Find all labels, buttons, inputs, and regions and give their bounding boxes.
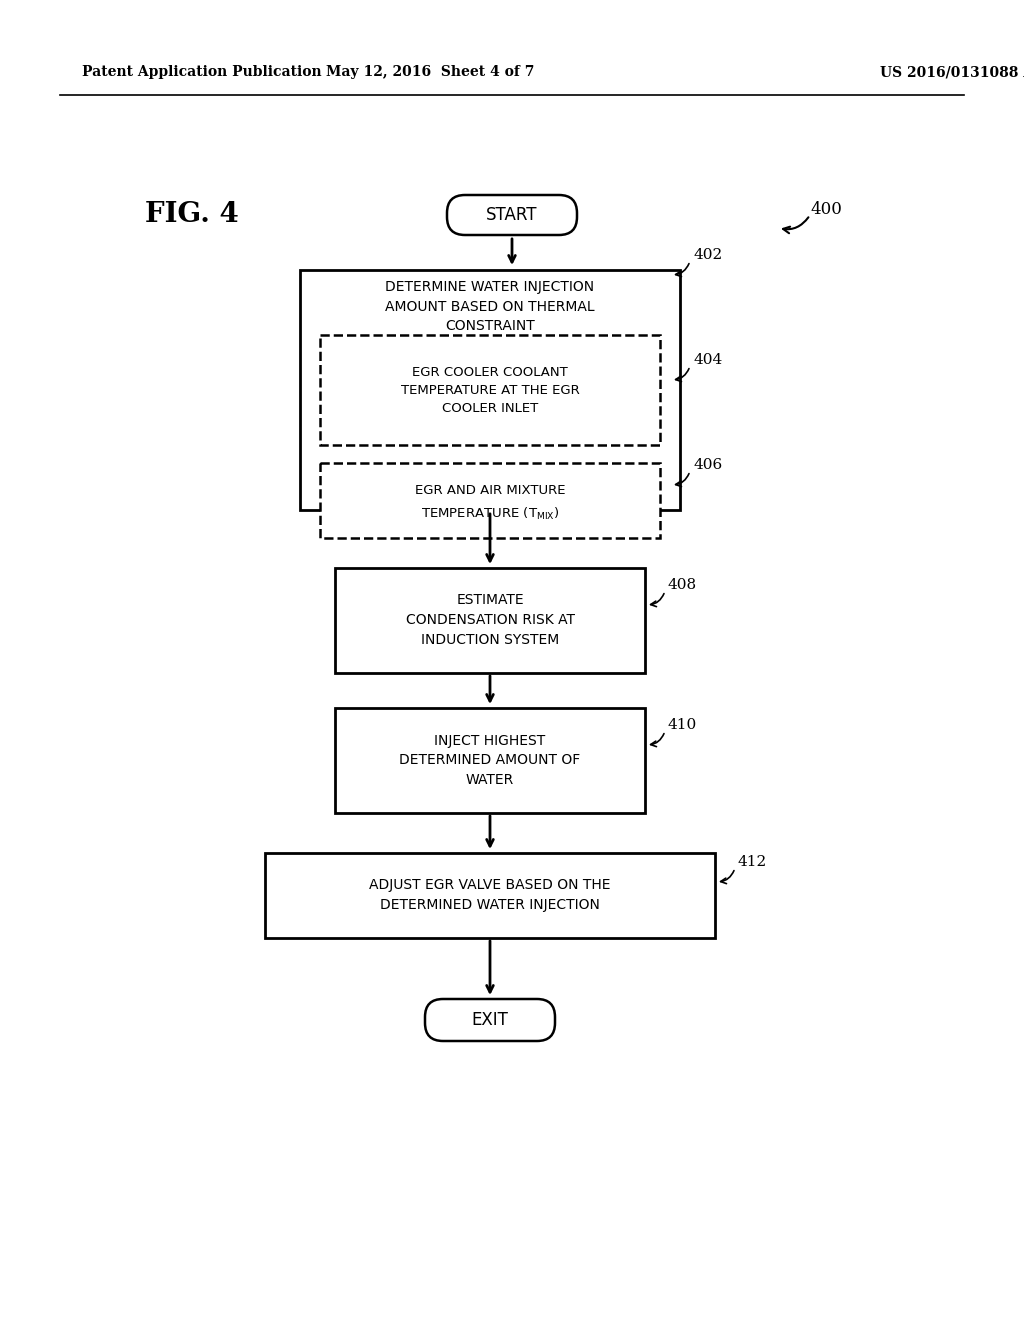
FancyArrowPatch shape (676, 264, 689, 277)
Text: DETERMINE WATER INJECTION
AMOUNT BASED ON THERMAL
CONSTRAINT: DETERMINE WATER INJECTION AMOUNT BASED O… (385, 281, 595, 334)
Bar (319, 462, 660, 537)
Text: 412: 412 (738, 855, 767, 869)
FancyArrowPatch shape (650, 734, 664, 747)
Bar (300, 271, 680, 510)
Text: START: START (486, 206, 538, 224)
Text: EGR COOLER COOLANT
TEMPERATURE AT THE EGR
COOLER INLET: EGR COOLER COOLANT TEMPERATURE AT THE EG… (400, 366, 580, 414)
Text: US 2016/0131088 A1: US 2016/0131088 A1 (880, 65, 1024, 79)
Text: 402: 402 (693, 248, 722, 261)
FancyArrowPatch shape (486, 676, 494, 701)
Text: EXIT: EXIT (472, 1011, 509, 1030)
Text: FIG. 4: FIG. 4 (145, 202, 239, 228)
Text: INJECT HIGHEST
DETERMINED AMOUNT OF
WATER: INJECT HIGHEST DETERMINED AMOUNT OF WATE… (399, 734, 581, 787)
Bar (319, 335, 660, 445)
Text: May 12, 2016  Sheet 4 of 7: May 12, 2016 Sheet 4 of 7 (326, 65, 535, 79)
Text: 408: 408 (668, 578, 697, 591)
FancyArrowPatch shape (486, 816, 494, 846)
FancyArrowPatch shape (783, 218, 808, 234)
Text: 410: 410 (668, 718, 697, 733)
FancyBboxPatch shape (425, 999, 555, 1041)
FancyArrowPatch shape (486, 941, 494, 993)
Text: ESTIMATE
CONDENSATION RISK AT
INDUCTION SYSTEM: ESTIMATE CONDENSATION RISK AT INDUCTION … (406, 594, 574, 647)
Text: ADJUST EGR VALVE BASED ON THE
DETERMINED WATER INJECTION: ADJUST EGR VALVE BASED ON THE DETERMINED… (370, 878, 610, 912)
FancyArrowPatch shape (721, 871, 734, 883)
Text: 404: 404 (693, 352, 722, 367)
Bar (335, 568, 645, 672)
FancyArrowPatch shape (650, 594, 664, 607)
FancyBboxPatch shape (447, 195, 577, 235)
Text: 400: 400 (810, 202, 842, 219)
Text: EGR AND AIR MIXTURE: EGR AND AIR MIXTURE (415, 483, 565, 496)
Text: Patent Application Publication: Patent Application Publication (82, 65, 322, 79)
Text: TEMPERATURE ($\mathregular{T_{MIX}}$): TEMPERATURE ($\mathregular{T_{MIX}}$) (421, 506, 559, 521)
Text: 406: 406 (693, 458, 722, 473)
FancyArrowPatch shape (509, 239, 515, 263)
FancyArrowPatch shape (676, 474, 689, 487)
FancyArrowPatch shape (486, 513, 494, 561)
FancyArrowPatch shape (676, 368, 689, 381)
Bar (265, 853, 715, 937)
Bar (335, 708, 645, 813)
